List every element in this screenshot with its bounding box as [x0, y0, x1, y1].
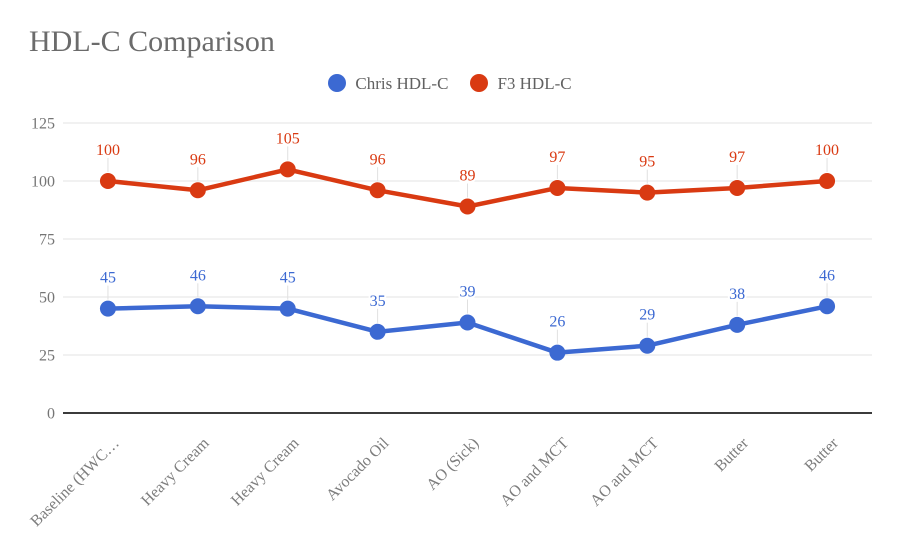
data-point-marker-chris-hdl-c[interactable]	[99, 300, 116, 317]
data-point-marker-f3-hdl-c[interactable]	[459, 198, 476, 215]
legend-label: F3 HDL-C	[497, 73, 572, 93]
data-point-label-chris-hdl-c: 46	[190, 267, 206, 284]
data-point-label-f3-hdl-c: 96	[190, 151, 206, 168]
data-point-label-chris-hdl-c: 35	[370, 293, 386, 310]
x-axis-category-label: AO and MCT	[497, 435, 572, 510]
data-point-label-f3-hdl-c: 100	[815, 142, 839, 159]
data-point-marker-f3-hdl-c[interactable]	[549, 179, 566, 196]
chart-title: HDL-C Comparison	[29, 25, 275, 58]
x-axis-category-label: Avocado Oil	[323, 434, 393, 504]
data-point-marker-chris-hdl-c[interactable]	[729, 316, 746, 333]
data-point-label-f3-hdl-c: 105	[276, 130, 300, 147]
data-point-label-f3-hdl-c: 97	[729, 149, 745, 166]
data-point-label-f3-hdl-c: 100	[96, 142, 120, 159]
data-point-marker-chris-hdl-c[interactable]	[819, 298, 836, 315]
legend-swatch-icon	[470, 74, 489, 92]
legend-swatch-icon	[328, 74, 347, 92]
x-axis-category-label: Heavy Cream	[138, 434, 213, 509]
data-point-marker-chris-hdl-c[interactable]	[189, 298, 206, 315]
data-point-marker-chris-hdl-c[interactable]	[459, 314, 476, 331]
data-point-marker-f3-hdl-c[interactable]	[189, 182, 206, 199]
data-point-marker-f3-hdl-c[interactable]	[279, 161, 296, 178]
y-axis-tick-label: 25	[39, 348, 55, 365]
data-point-marker-chris-hdl-c[interactable]	[279, 300, 296, 317]
data-point-marker-f3-hdl-c[interactable]	[99, 173, 116, 189]
y-axis-tick-label: 100	[31, 174, 55, 191]
data-point-label-chris-hdl-c: 29	[639, 307, 655, 324]
data-point-label-chris-hdl-c: 46	[819, 267, 835, 284]
data-point-marker-chris-hdl-c[interactable]	[549, 344, 566, 361]
y-axis-tick-label: 125	[31, 116, 55, 133]
x-axis-category-label: AO and MCT	[587, 435, 662, 510]
x-axis-category-label: Butter	[802, 434, 843, 475]
data-point-marker-f3-hdl-c[interactable]	[369, 182, 386, 199]
data-point-label-chris-hdl-c: 26	[549, 314, 565, 331]
legend-item-chris-hdl-c[interactable]: Chris HDL-C	[328, 74, 448, 92]
y-axis-tick-label: 50	[39, 290, 55, 307]
data-point-label-f3-hdl-c: 95	[639, 154, 655, 171]
data-point-marker-chris-hdl-c[interactable]	[639, 337, 656, 354]
data-point-label-f3-hdl-c: 96	[370, 151, 386, 168]
data-point-label-chris-hdl-c: 45	[280, 270, 296, 287]
data-point-label-chris-hdl-c: 45	[100, 270, 116, 287]
chart-legend: Chris HDL-C F3 HDL-C	[0, 73, 900, 93]
x-axis-category-label: AO (Sick)	[423, 435, 482, 494]
x-axis-category-label: Baseline (HWC…	[27, 435, 122, 530]
x-axis-category-label: Heavy Cream	[228, 434, 303, 509]
data-point-marker-f3-hdl-c[interactable]	[729, 179, 746, 196]
y-axis-tick-label: 75	[39, 232, 55, 249]
legend-label: Chris HDL-C	[355, 73, 449, 93]
data-point-label-chris-hdl-c: 38	[729, 286, 745, 303]
x-axis-category-label: Butter	[712, 434, 753, 475]
legend-item-f3-hdl-c[interactable]: F3 HDL-C	[470, 73, 572, 93]
data-point-label-f3-hdl-c: 97	[549, 149, 565, 166]
data-point-marker-f3-hdl-c[interactable]	[639, 184, 656, 201]
data-point-label-f3-hdl-c: 89	[460, 168, 476, 185]
data-point-marker-chris-hdl-c[interactable]	[369, 323, 386, 340]
data-point-marker-f3-hdl-c[interactable]	[819, 173, 836, 189]
y-axis-tick-label: 0	[47, 406, 55, 423]
data-point-label-chris-hdl-c: 39	[460, 284, 476, 301]
